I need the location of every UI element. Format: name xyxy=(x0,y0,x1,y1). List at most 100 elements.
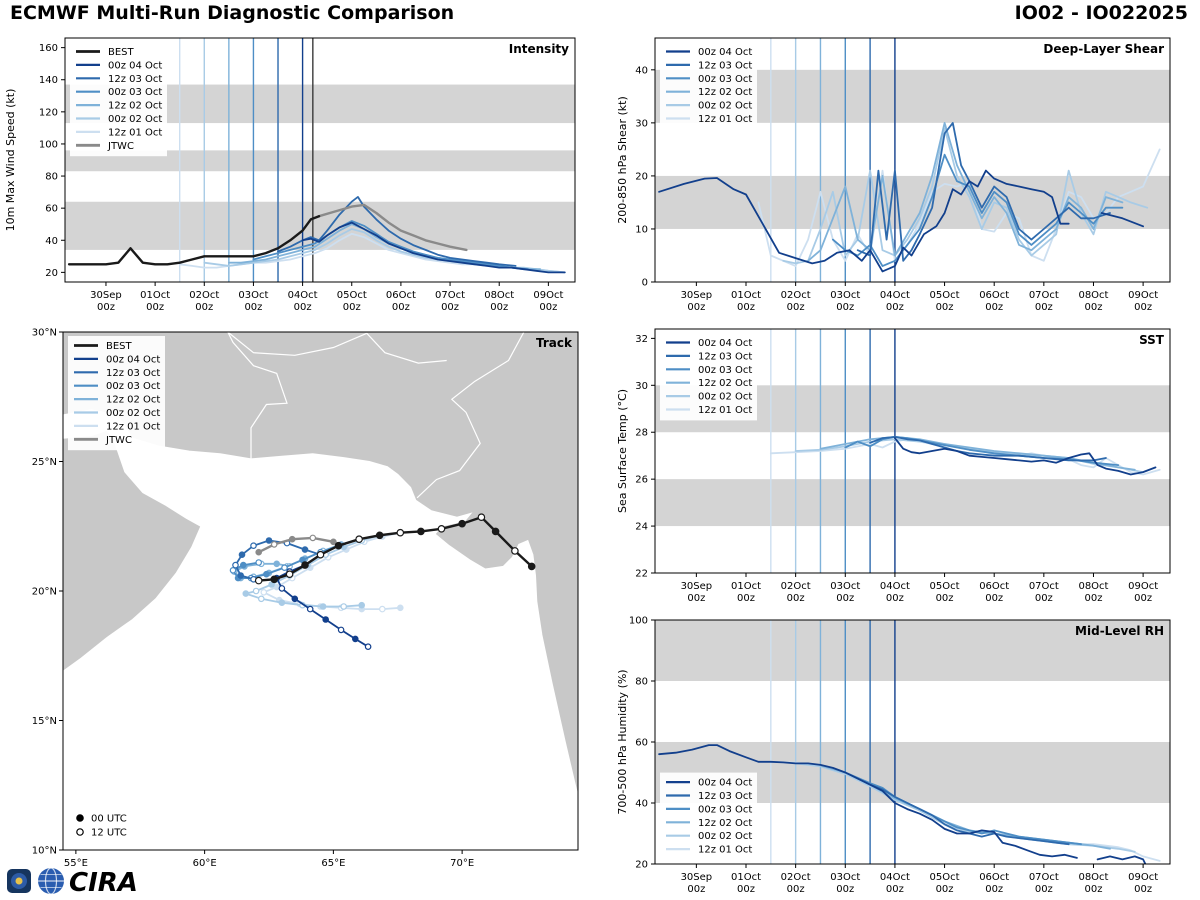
track-r00z03 xyxy=(232,544,339,579)
cira-globe-icon xyxy=(38,867,64,895)
x-tick-label: 00z xyxy=(1035,884,1053,895)
y-tick-label: 24 xyxy=(635,522,648,533)
y-tick-label: 60 xyxy=(635,738,648,749)
y-tick-label: 80 xyxy=(635,677,648,688)
lat-tick-label: 15°N xyxy=(32,716,57,727)
x-tick-label: 07Oct xyxy=(1029,290,1059,301)
legend-label: 00z 03 Oct xyxy=(106,381,160,392)
y-tick-label: 120 xyxy=(39,107,58,118)
x-tick-label: 08Oct xyxy=(1078,581,1108,592)
x-tick-label: 03Oct xyxy=(238,290,268,301)
legend-label: 12z 03 Oct xyxy=(698,351,752,362)
x-tick-label: 09Oct xyxy=(1128,872,1158,883)
legend-label: BEST xyxy=(108,47,135,58)
y-tick-label: 80 xyxy=(45,172,58,183)
series-r12z01 xyxy=(757,148,1161,267)
y-tick-label: 30 xyxy=(635,118,648,129)
legend-label: 12z 02 Oct xyxy=(108,101,162,112)
y-tick-label: 20 xyxy=(635,860,648,871)
shear-chart: 30Sep00z01Oct00z02Oct00z03Oct00z04Oct00z… xyxy=(616,37,1171,313)
lat-tick-label: 25°N xyxy=(32,457,57,468)
intensity-chart: 30Sep00z01Oct00z02Oct00z03Oct00z04Oct00z… xyxy=(4,37,576,313)
x-tick-label: 00z xyxy=(146,302,164,313)
legend-label: 00z 03 Oct xyxy=(698,365,752,376)
series-r00z04 xyxy=(658,169,1144,273)
x-tick-label: 00z xyxy=(392,302,410,313)
x-tick-label: 00z xyxy=(195,302,213,313)
y-tick-label: 100 xyxy=(39,139,58,150)
series-r00z02 xyxy=(782,127,1149,265)
marker-legend-label: 12 UTC xyxy=(91,828,127,839)
track-legend: BEST 00z 04 Oct 12z 03 Oct 00z 03 Oct 12z 02… xyxy=(68,336,165,451)
x-tick-label: 00z xyxy=(936,302,954,313)
x-tick-label: 00z xyxy=(886,884,904,895)
x-tick-label: 00z xyxy=(1035,302,1053,313)
x-tick-label: 00z xyxy=(441,302,459,313)
y-tick-label: 22 xyxy=(635,569,648,580)
cira-wordmark: CIRA xyxy=(69,868,138,898)
x-tick-label: 00z xyxy=(836,884,854,895)
legend-label: 00z 02 Oct xyxy=(698,392,752,403)
legend-label: 00z 03 Oct xyxy=(108,87,162,98)
legend-label: 00z 04 Oct xyxy=(698,778,752,789)
series-r00z04 xyxy=(658,744,1147,864)
x-tick-label: 00z xyxy=(1134,302,1152,313)
x-tick-label: 06Oct xyxy=(979,581,1009,592)
x-tick-label: 30Sep xyxy=(681,290,713,301)
lon-tick-label: 70°E xyxy=(450,858,474,869)
x-tick-label: 00z xyxy=(687,302,705,313)
track-best xyxy=(258,516,533,582)
legend-label: 00z 02 Oct xyxy=(106,408,160,419)
y-tick-label: 30 xyxy=(635,381,648,392)
legend-label: 12z 03 Oct xyxy=(106,368,160,379)
x-tick-label: 01Oct xyxy=(731,290,761,301)
lon-tick-label: 60°E xyxy=(193,858,217,869)
page-title: ECMWF Multi-Run Diagnostic Comparison xyxy=(10,2,455,24)
x-tick-label: 00z xyxy=(836,302,854,313)
track-map: 55°E 60°E 65°E 70°E 10°N 15°N 20°N 25°N 30°N Trac… xyxy=(32,328,579,869)
x-tick-label: 03Oct xyxy=(830,290,860,301)
x-tick-label: 07Oct xyxy=(1029,581,1059,592)
x-tick-label: 02Oct xyxy=(781,872,811,883)
x-tick-label: 05Oct xyxy=(930,290,960,301)
y-tick-label: 26 xyxy=(635,475,648,486)
y-tick-label: 40 xyxy=(45,236,58,247)
shear-panel: 30Sep 00z 01Oct 00z 02Oct 00z 03Oct 00z 04Oct 00z… xyxy=(612,30,1200,316)
track-r12z01 xyxy=(262,531,401,610)
x-tick-label: 00z xyxy=(1084,884,1102,895)
sst-panel: 30Sep 00z 01Oct 00z 02Oct 00z 03Oct 00z 04Oct 00z… xyxy=(612,321,1200,607)
x-tick-label: 06Oct xyxy=(979,290,1009,301)
shear-legend: 00z 04 Oct 12z 03 Oct 00z 03 Oct 12z 02 Oct… xyxy=(660,42,757,130)
legend-label: 12z 02 Oct xyxy=(698,87,752,98)
series-jtwc xyxy=(317,203,468,252)
lat-tick-label: 10°N xyxy=(32,846,57,857)
x-tick-label: 02Oct xyxy=(189,290,219,301)
legend-label: 00z 02 Oct xyxy=(698,101,752,112)
x-tick-label: 07Oct xyxy=(435,290,465,301)
x-tick-label: 00z xyxy=(737,302,755,313)
legend-label: 12z 03 Oct xyxy=(698,60,752,71)
legend-label: 00z 02 Oct xyxy=(108,114,162,125)
x-tick-label: 00z xyxy=(787,593,805,604)
x-tick-label: 00z xyxy=(985,593,1003,604)
x-tick-label: 08Oct xyxy=(484,290,514,301)
x-tick-label: 09Oct xyxy=(1128,581,1158,592)
y-tick-label: 32 xyxy=(635,334,648,345)
panel-title: Intensity xyxy=(509,42,569,56)
storm-id-title: IO02 - IO022025 xyxy=(1014,2,1188,24)
axes: 30Sep00z01Oct00z02Oct00z03Oct00z04Oct00z… xyxy=(635,37,1171,313)
axes: 30Sep00z01Oct00z02Oct00z03Oct00z04Oct00z… xyxy=(629,616,1171,895)
series-r12z03 xyxy=(277,196,517,267)
series-lines xyxy=(658,122,1161,273)
x-tick-label: 02Oct xyxy=(781,581,811,592)
x-tick-label: 01Oct xyxy=(731,581,761,592)
y-tick-label: 100 xyxy=(629,616,648,627)
legend-label: 00z 04 Oct xyxy=(698,338,752,349)
x-tick-label: 00z xyxy=(97,302,115,313)
x-tick-label: 04Oct xyxy=(288,290,318,301)
x-tick-label: 00z xyxy=(1035,593,1053,604)
series-r12z01 xyxy=(769,438,1161,476)
series-lines xyxy=(67,196,566,274)
map-axes: 55°E 60°E 65°E 70°E 10°N 15°N 20°N 25°N 30°N xyxy=(32,328,579,869)
y-tick-label: 40 xyxy=(635,65,648,76)
